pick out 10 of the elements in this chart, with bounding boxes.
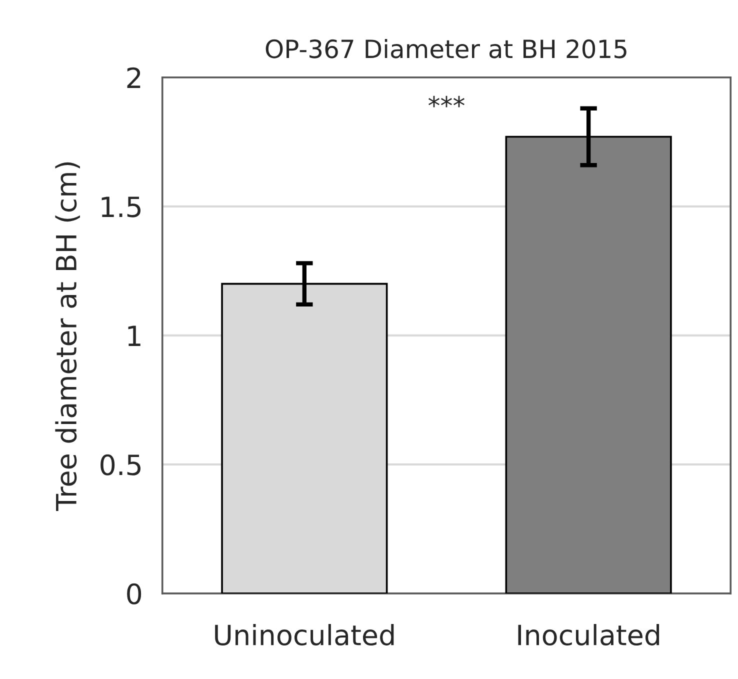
y-tick-label: 0.5 xyxy=(100,454,140,476)
y-tick-label: 2 xyxy=(127,67,140,88)
annotation: *** xyxy=(428,96,464,108)
chart-title: OP-367 Diameter at BH 2015 xyxy=(266,38,626,58)
x-tick-label: Uninoculated xyxy=(215,624,394,646)
y-tick-label: 1 xyxy=(128,326,140,346)
y-tick-label: 1.5 xyxy=(102,196,140,218)
y-axis-title: Tree diameter at BH (cm) xyxy=(55,162,80,511)
x-tick-label: Inoculated xyxy=(518,624,660,646)
y-tick-label: 0 xyxy=(127,583,142,604)
